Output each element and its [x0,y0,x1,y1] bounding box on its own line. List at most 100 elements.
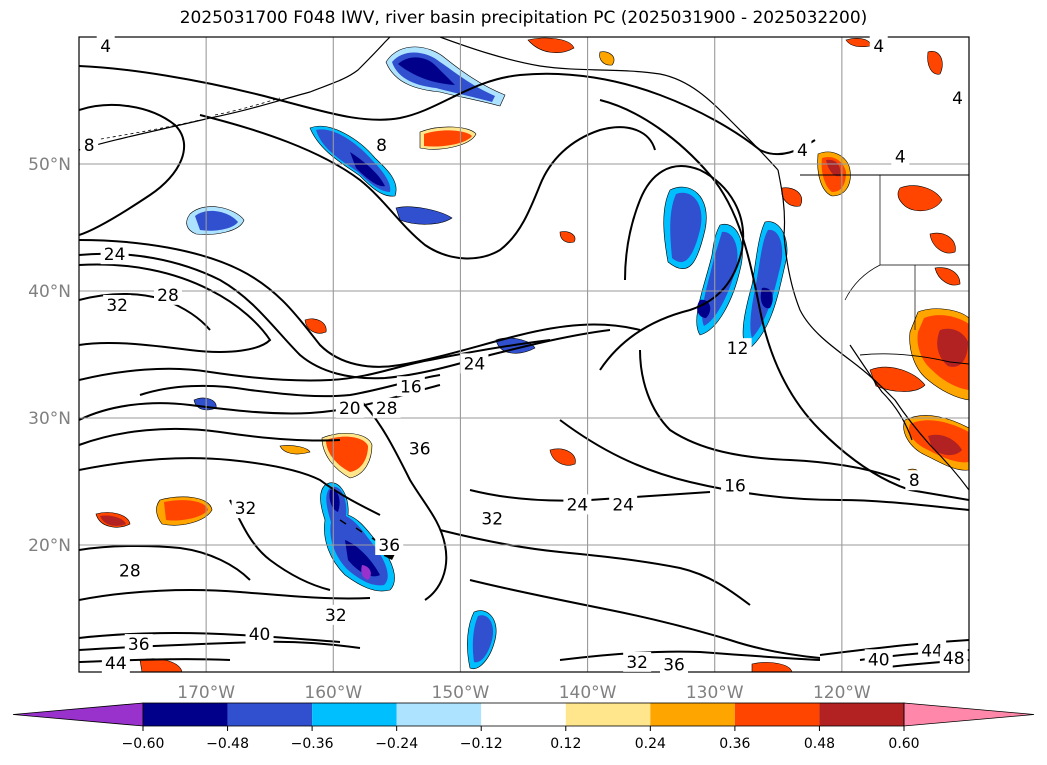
iwv-contour-44-south [79,658,231,663]
colorbar-bin [396,703,482,726]
contour-label: 28 [119,561,141,581]
map-gridlines [79,37,969,672]
contour-label-background [623,651,652,672]
contour-label: 36 [409,439,431,459]
contour-label: 24 [464,354,486,374]
contour-label: 12 [727,339,749,359]
y-tick-label: 20°N [28,536,71,556]
contour-label-background [864,649,893,670]
negative-pc-area-hawaii [193,337,536,670]
iwv-contour-28-east [439,529,751,606]
x-tick-label: 150°W [432,683,490,703]
contour-label-background [245,623,274,644]
contour-label-background [723,338,752,359]
contour-label-background [372,397,401,418]
iwv-contour-36-center [359,399,448,601]
contour-label: 36 [663,655,685,675]
contour-label-background [80,134,99,155]
chart-title: 2025031700 F048 IWV, river basin precipi… [179,8,868,28]
contour-label: 20 [339,399,361,419]
x-tick-label: 160°W [304,683,362,703]
contour-label: 8 [909,471,920,491]
x-axis-ticks: 170°W 160°W 150°W 140°W 130°W 120°W [177,683,871,703]
colorbar-tick-label: −0.12 [460,736,503,752]
contour-label-background [321,604,350,625]
iwv-contour-4 [79,65,816,156]
contour-label-background [891,146,910,167]
iwv-contour-12-south [639,349,901,481]
positive-pc-area-gulf [419,37,943,150]
contour-label-background [905,470,924,491]
contour-label: 24 [567,495,589,515]
iwv-contour-32-south [79,589,371,601]
contour-label: 24 [612,495,634,515]
contour-label-background [563,494,592,515]
colorbar-tick-label: −0.36 [291,736,334,752]
map-background [79,37,969,672]
positive-pc-area-northeast [781,151,961,286]
iwv-contour-20 [79,239,641,368]
iwv-contour-28-center [79,427,341,446]
iwv-contour-16-center [79,339,551,382]
x-tick-label: 130°W [686,683,744,703]
contour-label-background [96,35,115,56]
colorbar-bin [650,703,735,726]
contour-label-background [948,87,967,108]
contour-label: 36 [378,536,400,556]
iwv-contour-20-center [139,374,441,398]
contour-label-background [660,654,689,675]
contour-label-background [100,244,129,265]
negative-pc-area-coast [663,186,788,351]
iwv-contour-28-loop [79,263,272,353]
contour-label-background [101,653,130,674]
iwv-contour-36-east [559,650,821,661]
colorbar: −0.60 −0.48 −0.36 −0.24 −0.12 0.12 0.24 0.36 0.4… [12,702,1035,752]
colorbar-bin [143,703,228,726]
contour-label-background [103,294,132,315]
contour-label: 4 [873,37,884,57]
contour-label: 32 [626,653,648,673]
colorbar-bin [734,703,820,726]
x-tick-label: 140°W [559,683,617,703]
contour-label: 40 [868,650,890,670]
colorbar-tick-label: −0.24 [375,736,418,752]
us-mexico-border [859,353,969,365]
y-axis-ticks: 20°N 30°N 40°N 50°N [28,155,71,556]
iwv-contour-8-east [599,99,969,501]
iwv-contour-8-west [79,104,186,236]
colorbar-tick-label: 0.12 [550,736,581,752]
contour-label: 24 [104,245,126,265]
map-frame [78,36,970,673]
contour-label: 8 [84,136,95,156]
colorbar-bin [819,703,904,726]
contour-label: 4 [100,37,111,57]
contour-label-background [793,140,812,161]
colorbar-bin [227,703,313,726]
colorbar-tick-label: 0.24 [635,736,666,752]
colorbar-bin [481,703,566,726]
contour-label-background [918,640,947,661]
colorbar-bin [312,703,397,726]
contour-label: 44 [105,654,127,674]
colorbar-tick-label: 0.60 [888,736,919,752]
iwv-contour-16-east [559,419,969,511]
contour-label: 40 [249,625,271,645]
contour-label: 48 [943,649,965,669]
contour-label-background [609,494,638,515]
colorbar-tick-label: 0.48 [804,736,835,752]
iwv-contour-32-hawaii [229,499,331,591]
contour-label: 4 [797,141,808,161]
x-tick-label: 120°W [813,683,871,703]
iwv-contour-28-south [79,544,251,581]
y-tick-label: 40°N [28,282,71,302]
y-tick-label: 50°N [28,155,71,175]
contour-label-background [375,535,404,555]
contour-label: 32 [235,499,257,519]
contour-label: 32 [481,509,503,529]
iwv-contour-32-center [79,457,381,516]
contour-label-background [869,35,888,56]
contour-label-background [231,498,260,519]
colorbar-tick-label: −0.48 [206,736,249,752]
contour-label-background [721,475,750,496]
negative-pc-area-gulf [309,126,397,197]
